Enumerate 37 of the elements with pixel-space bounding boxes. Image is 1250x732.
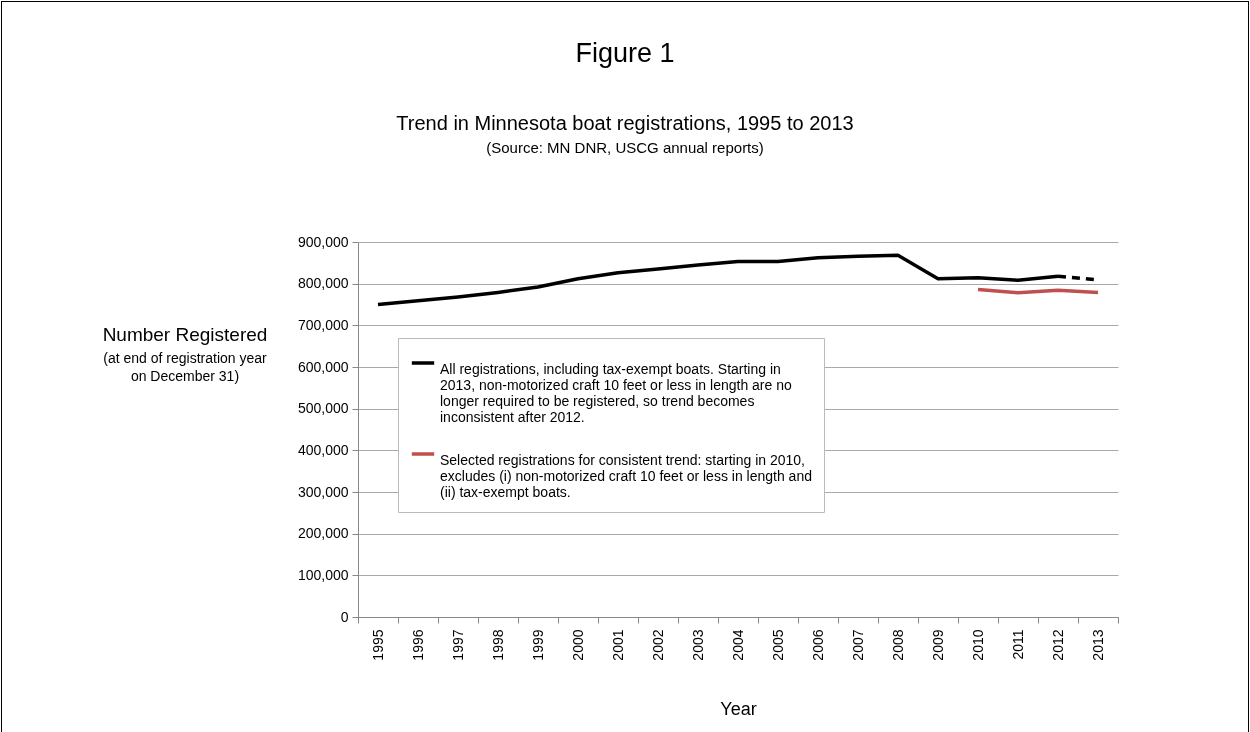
- y-axis-title: Number Registered: [102, 324, 268, 345]
- x-tick-label: 1999: [529, 629, 546, 661]
- x-axis-title: Year: [720, 698, 757, 719]
- x-tick-label: 2013: [1089, 629, 1106, 661]
- x-tick-label: 2005: [769, 629, 786, 661]
- x-tick-label: 2003: [689, 629, 706, 661]
- y-tick-label: 800,000: [297, 275, 349, 292]
- text: (Source: MN DNR, USCG annual reports): [485, 139, 765, 156]
- y-tick-label: 100,000: [297, 566, 349, 583]
- x-tick-label: 2009: [929, 629, 946, 661]
- x-tick-label: 2012: [1049, 629, 1066, 661]
- y-tick-label: 0: [340, 608, 349, 625]
- legend-label: All registrations, including tax-exempt boats. Starting in 2013, non-motorized craft 10 feet or less in length are no longer required to be registered, so trend becomes inconsistent after 2012.: [440, 361, 792, 425]
- x-tick-label: 2010: [969, 629, 986, 661]
- x-tick-label: 2001: [609, 629, 626, 661]
- x-tick-label: 2004: [729, 629, 746, 661]
- x-tick-label: 1995: [369, 629, 386, 661]
- chart-title: Figure 1: [574, 38, 676, 69]
- x-tick-label: 2002: [649, 629, 666, 661]
- x-tick-label: 1998: [489, 629, 506, 661]
- y-tick-label: 300,000: [297, 483, 349, 500]
- y-tick-label: 700,000: [297, 316, 349, 333]
- x-tick-label: 2011: [1009, 629, 1026, 660]
- x-tick-label: 2008: [889, 629, 906, 661]
- x-tick-label: 2007: [849, 629, 866, 661]
- x-tick-label: 1996: [409, 629, 426, 661]
- y-tick-label: 900,000: [297, 233, 349, 250]
- x-tick-label: 2006: [809, 629, 826, 661]
- y-tick-label: 400,000: [297, 441, 349, 458]
- y-tick-label: 600,000: [297, 358, 349, 375]
- y-tick-label: 500,000: [297, 400, 349, 417]
- x-tick-label: 2000: [569, 629, 586, 661]
- chart-subtitle: Trend in Minnesota boat registrations, 1995 to 2013: [395, 112, 855, 135]
- legend-label: Selected registrations for consistent trend: starting in 2010, excludes (i) non-motorized craft 10 feet or less in length and (ii) tax-exempt boats.: [440, 452, 812, 500]
- y-tick-label: 200,000: [297, 525, 349, 542]
- x-tick-label: 1997: [449, 629, 466, 661]
- text: (at end of registration year on December 31): [102, 349, 268, 385]
